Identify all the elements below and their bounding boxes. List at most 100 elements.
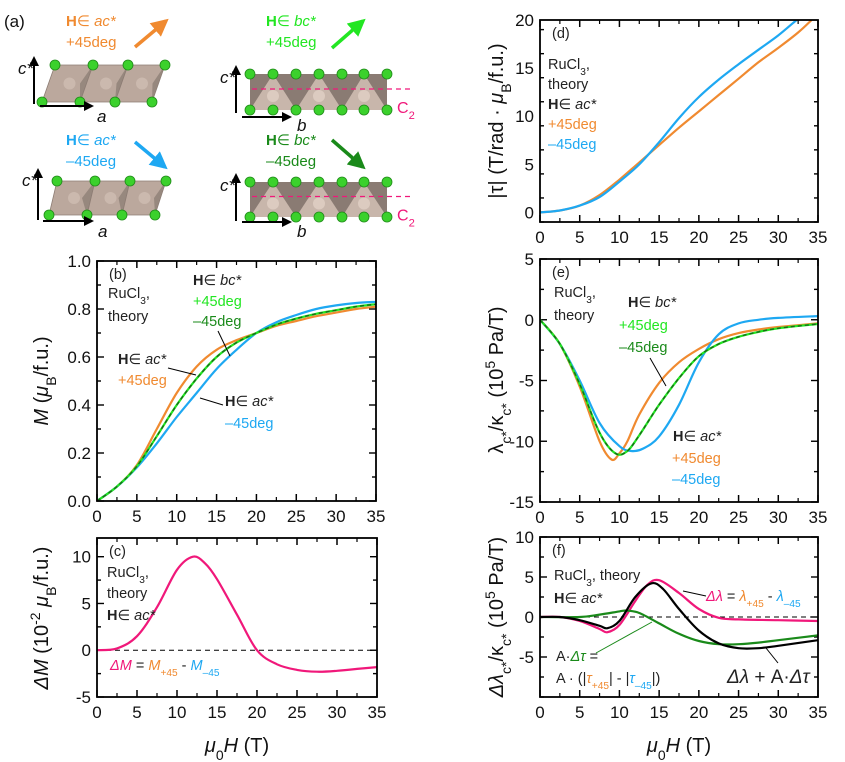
x-tick-label: 10 bbox=[610, 228, 629, 247]
text-segment: H bbox=[554, 591, 564, 607]
x-axis-label: μ0H (T) bbox=[204, 735, 269, 762]
text-segment: (T) bbox=[680, 735, 711, 757]
x-tick-label: 5 bbox=[132, 507, 141, 526]
cl-atom bbox=[49, 59, 61, 71]
y-tick-label: 5 bbox=[525, 250, 534, 269]
y-tick-label: 0 bbox=[525, 608, 534, 627]
text-segment: H bbox=[666, 735, 681, 757]
cl-atom bbox=[87, 59, 99, 71]
x-axis-label: μ0H (T) bbox=[646, 735, 711, 762]
cl-atom bbox=[146, 96, 158, 108]
c2-label: C2 bbox=[397, 100, 415, 122]
cl-atom bbox=[313, 211, 325, 223]
text-segment: theory bbox=[548, 77, 589, 93]
x-tick-label: 15 bbox=[650, 508, 669, 527]
ru-atom bbox=[358, 90, 370, 102]
x-tick-label: 35 bbox=[809, 228, 828, 247]
y-tick-label: 5 bbox=[82, 594, 91, 613]
annotation-text: +45deg bbox=[118, 373, 167, 389]
text-segment: ΔM bbox=[31, 659, 53, 690]
text-segment: , bbox=[146, 286, 150, 302]
text-segment: ∈ bbox=[638, 295, 655, 311]
x-tick-label: 5 bbox=[575, 508, 584, 527]
field-direction-arrow-icon bbox=[330, 18, 366, 50]
annotation-text: RuCl3, bbox=[554, 285, 596, 306]
y-tick-label: 15 bbox=[515, 59, 534, 78]
x-tick-label: 30 bbox=[769, 508, 788, 527]
c2-subscript: 2 bbox=[409, 110, 415, 122]
text-segment: ∈ bbox=[117, 608, 134, 624]
plot-frame bbox=[96, 260, 377, 502]
field-angle-label: –45deg bbox=[266, 153, 316, 170]
x-tick-label: 30 bbox=[327, 507, 346, 526]
crystal-config-1: H∈ ac* +45deg c* a bbox=[18, 13, 171, 126]
text-segment: μ bbox=[486, 93, 508, 105]
text-segment: Pa/T) bbox=[486, 537, 508, 591]
text-segment: -2 bbox=[27, 612, 43, 625]
series-line-0 bbox=[97, 555, 377, 673]
x-tick-label: 20 bbox=[247, 507, 266, 526]
text-segment: ac* bbox=[575, 97, 597, 113]
cl-atom bbox=[313, 176, 325, 188]
y-tick-label: 0 bbox=[82, 641, 91, 660]
text-segment: ∈ bbox=[277, 13, 294, 30]
c-star-axis-label: c* bbox=[220, 68, 237, 87]
c2-letter: C bbox=[397, 208, 409, 225]
annotation-text: H∈ ac* bbox=[554, 591, 603, 607]
cl-atom bbox=[313, 68, 325, 80]
x-tick-label: 5 bbox=[575, 228, 584, 247]
y-tick-label: 0 bbox=[525, 203, 534, 222]
panel-label: (e) bbox=[552, 265, 570, 281]
annotation-text: H∈ ac* bbox=[107, 608, 156, 624]
text-segment: 3 bbox=[586, 578, 592, 589]
y-tick-label: 5 bbox=[525, 568, 534, 587]
x-tick-label: 35 bbox=[368, 703, 387, 722]
text-segment: bc* bbox=[294, 132, 317, 149]
annotation-text: A·Δτ = bbox=[556, 649, 598, 665]
text-segment: RuCl bbox=[108, 286, 140, 302]
text-segment: bc* bbox=[220, 273, 242, 289]
annotation-text: ΔM = M+45 - M–45 bbox=[109, 658, 220, 679]
text-segment: = bbox=[132, 658, 149, 674]
cl-atom bbox=[160, 175, 172, 187]
series-line-1 bbox=[97, 300, 376, 501]
plot-frame bbox=[539, 536, 819, 698]
x-tick-label: 0 bbox=[92, 703, 101, 722]
x-tick-label: 25 bbox=[287, 507, 306, 526]
cl-atom bbox=[51, 175, 63, 187]
annotation-text: Δλ = λ+45 - λ–45 bbox=[705, 589, 801, 610]
cl-atom bbox=[381, 176, 393, 188]
crystal-config-2: H∈ ac* –45deg c* a bbox=[22, 132, 172, 241]
y-tick-label: 0.4 bbox=[67, 396, 91, 415]
annotation-leader-line bbox=[765, 647, 779, 664]
y-axis-label: M (μB/f.u.) bbox=[31, 336, 59, 425]
text-segment: μ bbox=[646, 735, 658, 757]
octahedron-shade bbox=[152, 65, 165, 102]
x-tick-label: 15 bbox=[650, 703, 669, 722]
text-segment: +45deg bbox=[193, 294, 242, 310]
text-segment: ac* bbox=[252, 394, 274, 410]
panel-label-a: (a) bbox=[4, 12, 25, 31]
series-group bbox=[540, 578, 818, 650]
text-segment: c* bbox=[498, 431, 514, 444]
x-tick-label: 30 bbox=[769, 703, 788, 722]
annotation-text: theory bbox=[548, 77, 589, 93]
annotation-leader-line bbox=[199, 397, 224, 406]
annotation-text: theory bbox=[554, 308, 595, 324]
annotation-text: –45deg bbox=[548, 137, 596, 153]
field-angle-label: +45deg bbox=[266, 34, 316, 51]
cl-atom bbox=[81, 209, 93, 221]
cl-atom bbox=[122, 59, 134, 71]
text-segment: H bbox=[266, 132, 277, 149]
y-axis-label: Δλc*/κc* (105 Pa/T) bbox=[482, 537, 514, 698]
text-segment: , theory bbox=[592, 568, 641, 584]
cl-atom bbox=[381, 104, 393, 116]
text-segment: (10 bbox=[486, 599, 508, 633]
annotation-text: RuCl3, bbox=[108, 286, 150, 307]
y-tick-label: -10 bbox=[509, 432, 534, 451]
text-segment: –45deg bbox=[672, 472, 720, 488]
y-tick-label: -5 bbox=[519, 372, 534, 391]
y-tick-label: 0.6 bbox=[67, 348, 91, 367]
y-tick-label: -5 bbox=[76, 688, 91, 707]
